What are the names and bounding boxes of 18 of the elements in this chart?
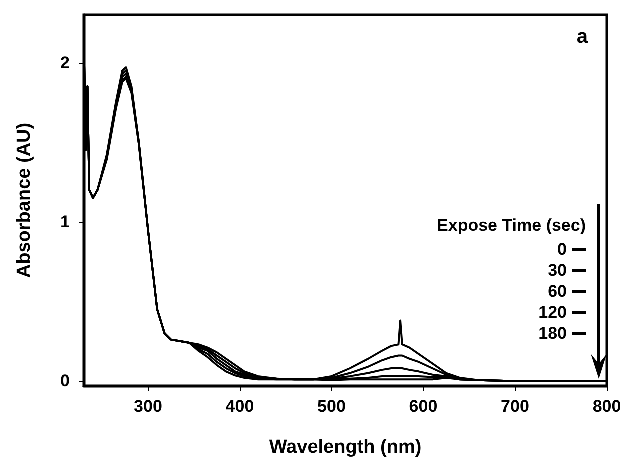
x-tick-label: 700 [501, 397, 530, 416]
x-tick-label: 600 [409, 397, 438, 416]
y-tick-label: 0 [60, 372, 70, 391]
x-tick-label: 800 [592, 397, 622, 416]
legend-title: Expose Time (sec) [437, 216, 586, 235]
y-tick-label: 2 [60, 53, 70, 72]
x-axis-title: Wavelength (nm) [269, 437, 422, 458]
legend-label: 60 [548, 282, 567, 301]
y-axis-title: Absorbance (AU) [14, 122, 35, 278]
legend-label: 0 [558, 240, 567, 259]
x-tick-label: 400 [226, 397, 254, 416]
y-tick-label: 1 [60, 212, 70, 232]
annotation: a [576, 26, 589, 48]
legend-label: 180 [538, 324, 567, 343]
legend-label: 120 [538, 303, 567, 322]
x-tick-label: 300 [134, 397, 162, 416]
legend-label: 30 [548, 261, 567, 280]
x-tick-label: 500 [318, 397, 346, 416]
